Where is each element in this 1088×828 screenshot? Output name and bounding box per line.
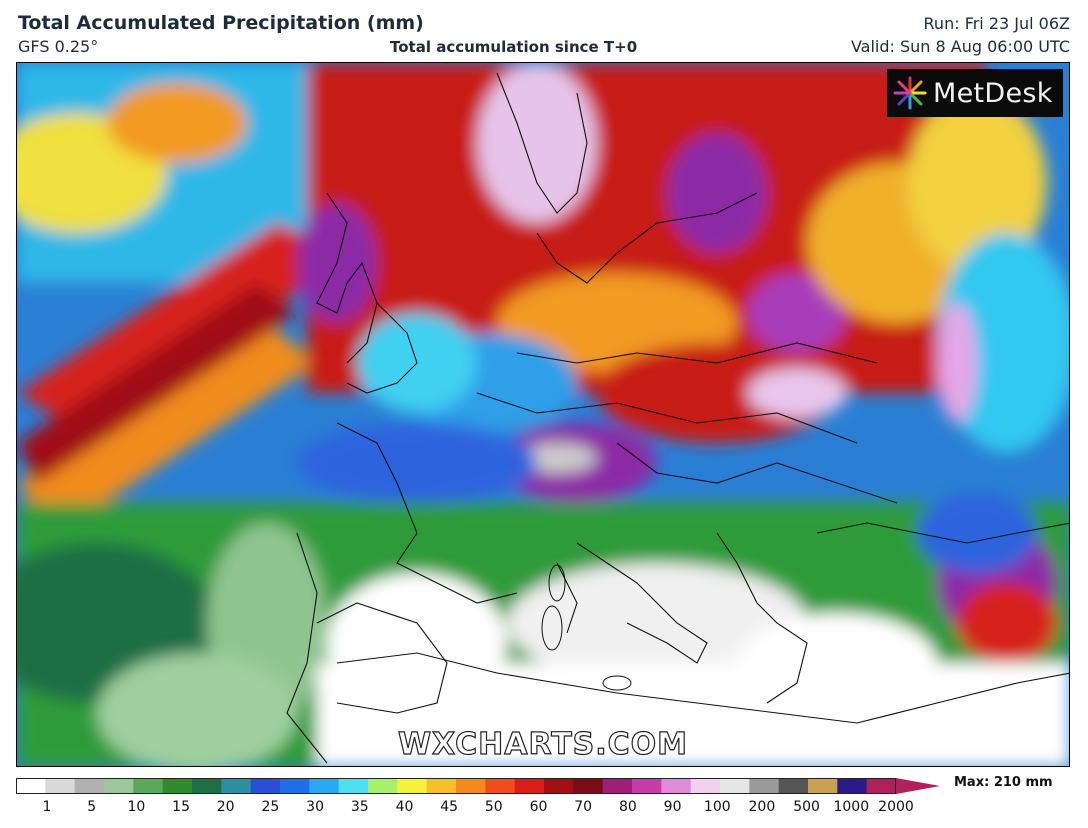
colorbar-segment — [221, 778, 252, 794]
colorbar-segment — [749, 778, 780, 794]
colorbar-tick-label: 35 — [350, 799, 369, 815]
colorbar-tick-label: 45 — [440, 799, 459, 815]
colorbar-segment — [632, 778, 662, 794]
colorbar-tick-label: 500 — [793, 799, 820, 815]
colorbar-segment — [426, 778, 457, 794]
colorbar-segment — [192, 778, 222, 794]
max-label: Max: 210 mm — [954, 775, 1053, 790]
run-time: Run: Fri 23 Jul 06Z — [923, 14, 1070, 33]
colorbar-outline — [16, 778, 896, 794]
model-label: GFS 0.25° — [18, 37, 99, 56]
colorbar-segment — [368, 778, 398, 794]
colorbar-tick-label: 50 — [484, 799, 503, 815]
colorbar-tick-label: 40 — [395, 799, 414, 815]
colorbar-segment — [133, 778, 164, 794]
valid-time: Valid: Sun 8 Aug 06:00 UTC — [850, 37, 1070, 56]
colorbar-segment — [602, 778, 633, 794]
metdesk-logo: MetDesk — [887, 69, 1063, 117]
colorbar-segment — [573, 778, 604, 794]
colorbar-tick-label: 60 — [529, 799, 548, 815]
colorbar-segment — [338, 778, 369, 794]
colorbar-tick-label: 15 — [172, 799, 191, 815]
colorbar-tick-label: 5 — [87, 799, 97, 815]
colorbar-tick-label: 20 — [216, 799, 235, 815]
map-canvas — [17, 63, 1069, 766]
islands — [541, 564, 632, 691]
colorbar-segment — [485, 778, 516, 794]
colorbar-tick-label: 200 — [748, 799, 776, 815]
colorbar-segment — [808, 778, 838, 794]
colorbar-tick-label: 2000 — [878, 799, 914, 815]
colorbar-segment — [74, 778, 105, 794]
colorbar-tick-label: 1000 — [833, 799, 870, 815]
colorbar-segment — [16, 778, 46, 794]
chart-title: Total Accumulated Precipitation (mm) — [18, 12, 424, 34]
colorbar-segment — [690, 778, 721, 794]
wxcharts-watermark: WXCHARTS.COM — [397, 726, 689, 762]
colorbar-tick-label: 10 — [127, 799, 146, 815]
colorbar-tick-label: 70 — [574, 799, 593, 815]
metdesk-logo-text: MetDesk — [933, 77, 1053, 109]
colorbar-segment — [837, 778, 868, 794]
colorbar-segment — [778, 778, 809, 794]
colorbar-segment — [250, 778, 281, 794]
colorbar-segment — [280, 778, 310, 794]
colorbar-segment — [661, 778, 692, 794]
colorbar-segment — [514, 778, 545, 794]
colorbar — [16, 778, 940, 794]
colorbar-tick-label: 80 — [618, 799, 637, 815]
colorbar-segment — [45, 778, 76, 794]
colorbar-segment — [720, 778, 750, 794]
colorbar-segment — [456, 778, 486, 794]
colorbar-segment — [162, 778, 193, 794]
colorbar-tick-label: 1 — [42, 799, 52, 815]
precipitation-map[interactable]: MetDesk WXCHARTS.COM — [16, 62, 1070, 767]
colorbar-segment — [544, 778, 574, 794]
colorbar-segment — [104, 778, 134, 794]
colorbar-segment — [397, 778, 428, 794]
colorbar-tick-label: 100 — [703, 799, 731, 815]
colorbar-segment — [309, 778, 340, 794]
colorbar-extend-arrow — [896, 778, 940, 794]
colorbar-tick-label: 25 — [261, 799, 280, 815]
coastlines — [286, 72, 1069, 764]
metdesk-star-icon — [893, 76, 927, 110]
colorbar-segment — [866, 778, 897, 794]
colorbar-tick-label: 30 — [306, 799, 325, 815]
colorbar-tick-label: 90 — [663, 799, 682, 815]
accumulation-subtitle: Total accumulation since T+0 — [390, 38, 638, 56]
